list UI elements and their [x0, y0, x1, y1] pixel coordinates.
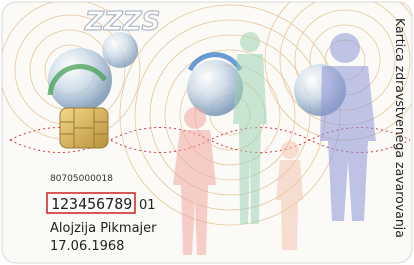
- birth-date: 17.06.1968: [50, 239, 124, 254]
- health-card: ZZZS 80705000018 123456789 01 Alojzija P…: [0, 0, 414, 265]
- holder-name: Alojzija Pikmajer: [50, 221, 157, 236]
- chip: [60, 108, 108, 148]
- card-number: 80705000018: [50, 174, 113, 184]
- number-suffix: 01: [139, 198, 156, 213]
- logo: ZZZS: [84, 7, 160, 37]
- card-title: Kartica zdravstvenega zavarovanja: [393, 18, 408, 238]
- page: ZZZS 80705000018 123456789 01 Alojzija P…: [0, 0, 414, 265]
- insurance-number: 123456789: [51, 195, 132, 213]
